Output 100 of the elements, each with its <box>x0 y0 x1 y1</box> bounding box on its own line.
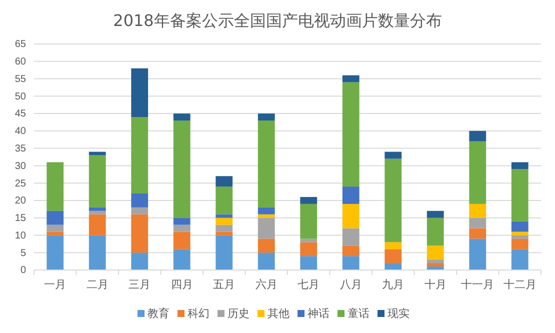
bar <box>300 196 318 204</box>
bar <box>88 155 106 208</box>
bar <box>131 252 148 270</box>
x-tick-label: 四月 <box>170 278 193 291</box>
bar <box>469 204 486 218</box>
bar <box>300 242 318 256</box>
bar <box>46 162 64 211</box>
bar <box>469 238 486 270</box>
bar <box>173 249 190 270</box>
bar <box>384 242 402 250</box>
y-tick-label: 5 <box>20 248 26 259</box>
bar <box>258 218 275 239</box>
bar <box>342 256 360 270</box>
x-tick-label: 十一月 <box>461 278 494 291</box>
bar <box>88 207 106 211</box>
x-tick-label: 二月 <box>86 278 108 291</box>
x-tick-label: 三月 <box>128 278 151 291</box>
bar <box>131 207 148 214</box>
bar <box>88 210 106 214</box>
bar <box>173 218 190 225</box>
y-tick-label: 0 <box>20 265 26 276</box>
y-tick-label: 50 <box>14 91 26 102</box>
bar <box>426 210 444 218</box>
bar <box>258 214 275 218</box>
bar <box>216 186 233 214</box>
bar <box>426 218 444 246</box>
y-tick-label: 40 <box>14 126 26 138</box>
bar <box>384 249 402 264</box>
bar <box>511 235 528 239</box>
y-tick-label: 15 <box>14 213 26 224</box>
legend-label: 历史 <box>228 307 250 320</box>
bar <box>173 224 190 232</box>
x-tick-label: 十月 <box>424 278 446 291</box>
bar <box>258 120 275 208</box>
bar <box>342 204 360 228</box>
y-tick-label: 60 <box>14 56 26 68</box>
bar <box>131 214 148 253</box>
bar <box>173 232 190 250</box>
bar <box>173 120 190 218</box>
x-tick-label: 五月 <box>213 278 236 291</box>
y-tick-label: 45 <box>14 108 26 120</box>
bar <box>46 210 64 225</box>
bar <box>216 224 233 232</box>
legend-label: 科幻 <box>188 307 210 320</box>
bar <box>469 218 486 228</box>
bar <box>131 68 148 118</box>
bar <box>258 252 275 270</box>
x-tick-label: 七月 <box>298 278 320 291</box>
bar <box>46 235 64 270</box>
y-tick-label: 65 <box>14 39 26 50</box>
bar <box>511 169 528 222</box>
bar <box>216 176 233 187</box>
bar <box>511 238 528 250</box>
chart-title: 2018年备案公示全国国产电视动画片数量分布 <box>113 11 442 30</box>
bar <box>216 214 233 218</box>
bar <box>258 238 275 253</box>
bar <box>469 141 486 204</box>
bar <box>384 152 402 159</box>
bar <box>216 218 233 225</box>
bar <box>342 186 360 204</box>
bar <box>511 162 528 170</box>
bar <box>384 158 402 242</box>
legend-label: 现实 <box>388 307 410 320</box>
bar <box>300 238 318 242</box>
bar <box>131 194 148 208</box>
bar <box>300 204 318 239</box>
bar <box>300 256 318 270</box>
y-tick-label: 25 <box>14 178 26 190</box>
bar <box>131 117 148 194</box>
legend-label: 其他 <box>268 307 290 320</box>
x-tick-label: 八月 <box>340 278 362 291</box>
bar <box>258 114 275 120</box>
bar <box>173 114 190 120</box>
bar <box>88 235 106 270</box>
bar <box>511 249 528 270</box>
x-tick-label: 十二月 <box>503 278 536 291</box>
y-tick-label: 35 <box>14 144 26 155</box>
x-tick-label: 九月 <box>382 278 404 291</box>
bar <box>426 260 444 264</box>
bar <box>216 235 233 270</box>
y-tick-label: 20 <box>14 196 26 207</box>
bar <box>88 152 106 156</box>
bar <box>426 246 444 260</box>
y-tick-label: 30 <box>14 160 26 172</box>
legend-label: 童话 <box>348 307 370 320</box>
x-tick-label: 六月 <box>255 278 278 291</box>
bar <box>426 263 444 267</box>
legend-label: 教育 <box>148 307 170 320</box>
bar <box>342 82 360 187</box>
bar <box>88 214 106 236</box>
legend-label: 神话 <box>308 307 330 320</box>
y-tick-label: 55 <box>14 74 26 85</box>
x-tick-label: 一月 <box>44 278 66 291</box>
bar <box>342 75 360 82</box>
bar <box>469 130 486 142</box>
y-tick-label: 10 <box>14 230 26 242</box>
bar <box>384 263 402 270</box>
bar <box>342 228 360 246</box>
bar <box>342 246 360 256</box>
bar <box>511 221 528 232</box>
